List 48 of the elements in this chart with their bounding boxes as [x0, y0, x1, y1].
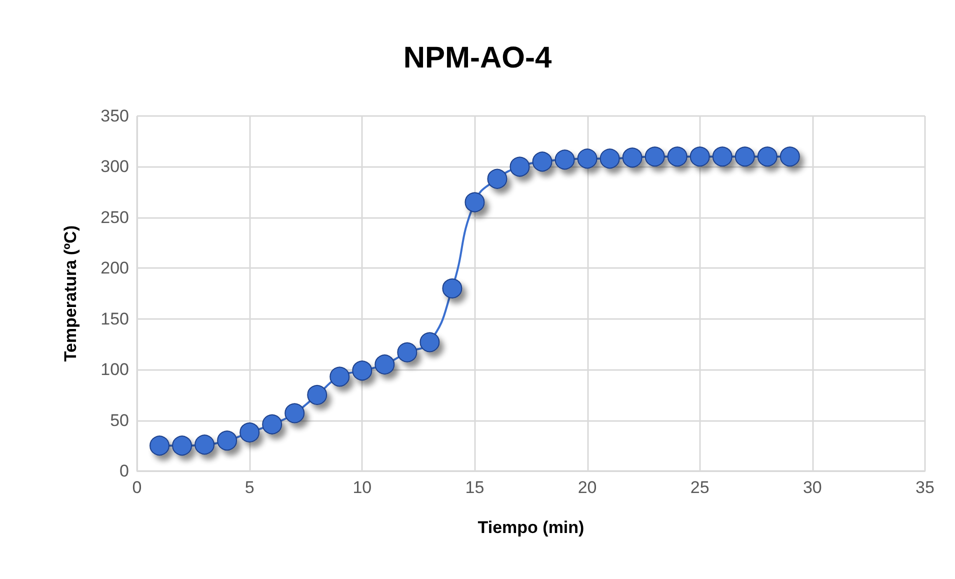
point	[600, 148, 620, 169]
point	[532, 152, 552, 172]
x-tick-label: 5	[244, 478, 254, 497]
y-tick-label: 150	[100, 309, 129, 328]
point	[464, 192, 485, 212]
y-tick-label: 200	[100, 258, 129, 278]
x-tick-label: 35	[916, 478, 934, 497]
point	[712, 146, 732, 167]
point	[442, 278, 462, 298]
point	[780, 146, 800, 167]
point	[397, 342, 418, 362]
point	[217, 430, 238, 451]
point	[262, 414, 282, 434]
point	[644, 146, 665, 167]
point	[487, 168, 508, 189]
y-tick-label: 0	[120, 462, 129, 480]
point	[307, 384, 328, 405]
point	[757, 146, 778, 167]
point	[150, 436, 170, 456]
point	[352, 360, 372, 381]
point	[622, 148, 642, 168]
point	[554, 150, 575, 170]
point	[667, 146, 688, 167]
y-axis-title: Temperatura (ºC)	[61, 225, 80, 362]
y-tick-label: 350	[100, 106, 129, 126]
x-tick-label: 0	[132, 478, 142, 497]
y-tick-label: 250	[100, 208, 129, 227]
x-axis-title: Tiempo (min)	[478, 518, 584, 537]
point	[330, 366, 350, 387]
point	[420, 332, 440, 352]
point	[284, 403, 305, 424]
x-tick-label: 30	[802, 478, 822, 497]
x-tick-label: 25	[690, 478, 710, 497]
chart-title: NPM-AO-4	[403, 42, 552, 74]
x-tick-label: 15	[465, 478, 484, 497]
point	[172, 436, 192, 456]
y-tick-label: 50	[110, 410, 129, 430]
x-tick-label: 10	[352, 478, 372, 497]
point	[374, 354, 395, 374]
y-tick-label: 100	[100, 360, 129, 380]
point	[194, 434, 215, 455]
x-tick-label: 20	[578, 478, 597, 497]
point	[240, 422, 260, 442]
point	[734, 146, 755, 167]
y-tick-label: 300	[100, 157, 129, 176]
point	[690, 146, 710, 167]
point	[510, 156, 530, 177]
point	[577, 148, 598, 169]
